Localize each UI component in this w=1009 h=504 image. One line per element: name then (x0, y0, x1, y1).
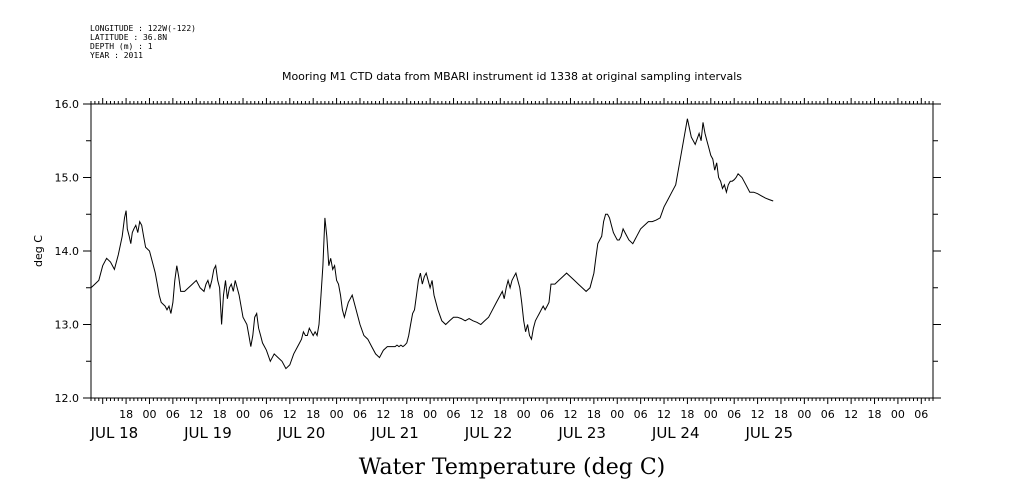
day-label: JUL 22 (464, 424, 513, 442)
x-tick-label: 00 (517, 408, 531, 421)
y-axis-label: deg C (32, 235, 45, 267)
day-label: JUL 21 (370, 424, 419, 442)
x-tick-label: 18 (493, 408, 507, 421)
y-tick-label: 15.0 (55, 172, 80, 185)
x-tick-label: 00 (610, 408, 624, 421)
x-tick-label: 12 (189, 408, 203, 421)
latitude-text: LATITUDE : 36.8N (90, 33, 167, 42)
x-tick-label: 12 (657, 408, 671, 421)
x-tick-label: 06 (447, 408, 461, 421)
x-tick-label: 06 (259, 408, 273, 421)
x-tick-label: 12 (376, 408, 390, 421)
x-tick-label: 06 (353, 408, 367, 421)
x-tick-label: 00 (236, 408, 250, 421)
longitude-text: LONGITUDE : 122W(-122) (90, 24, 196, 33)
x-tick-label: 12 (283, 408, 297, 421)
y-axis: 12.0 13.0 14.0 15.0 16.0 (55, 98, 941, 405)
x-tick-label: 06 (821, 408, 835, 421)
x-tick-label: 18 (400, 408, 414, 421)
x-tick-label: 18 (306, 408, 320, 421)
x-tick-label: 18 (587, 408, 601, 421)
x-tick-label: 00 (330, 408, 344, 421)
y-tick-label: 16.0 (55, 98, 80, 111)
x-tick-label: 00 (797, 408, 811, 421)
y-tick-label: 13.0 (55, 319, 80, 332)
x-tick-label: 12 (563, 408, 577, 421)
day-label: JUL 23 (557, 424, 606, 442)
x-tick-label: 00 (142, 408, 156, 421)
x-tick-label: 00 (423, 408, 437, 421)
plot-frame (90, 103, 934, 399)
depth-text: DEPTH (m) : 1 (90, 42, 153, 51)
x-tick-label: 00 (704, 408, 718, 421)
day-label: JUL 24 (651, 424, 700, 442)
x-tick-label: 00 (891, 408, 905, 421)
x-tick-label: 06 (914, 408, 928, 421)
x-tick-label: 18 (774, 408, 788, 421)
day-label: JUL 20 (277, 424, 326, 442)
series-line (90, 118, 774, 370)
day-label: JUL 25 (744, 424, 793, 442)
y-tick-label: 14.0 (55, 245, 80, 258)
x-axis: 18 00 06 12 18 00 06 12 18 00 06 12 18 00 06 12 18 00 06 12… (90, 98, 934, 421)
day-label: JUL 19 (183, 424, 232, 442)
x-tick-label: 06 (634, 408, 648, 421)
day-label: JUL 18 (90, 424, 139, 442)
series-layer (90, 118, 774, 370)
x-axis-label: Water Temperature (deg C) (359, 455, 666, 480)
x-tick-label: 06 (166, 408, 180, 421)
x-tick-label: 18 (680, 408, 694, 421)
x-tick-label: 06 (727, 408, 741, 421)
x-tick-label: 18 (868, 408, 882, 421)
x-tick-label: 12 (751, 408, 765, 421)
year-text: YEAR : 2011 (90, 51, 143, 60)
x-tick-label: 18 (213, 408, 227, 421)
chart-title: Mooring M1 CTD data from MBARI instrumen… (282, 70, 742, 83)
day-labels: JUL 18 JUL 19 JUL 20 JUL 21 JUL 22 JUL 23 JUL … (90, 424, 794, 442)
x-tick-label: 12 (844, 408, 858, 421)
metadata-block: LONGITUDE : 122W(-122) LATITUDE : 36.8N … (90, 24, 196, 60)
x-tick-label: 06 (540, 408, 554, 421)
x-tick-label: 18 (119, 408, 133, 421)
x-tick-label: 12 (470, 408, 484, 421)
y-tick-label: 12.0 (55, 392, 80, 405)
